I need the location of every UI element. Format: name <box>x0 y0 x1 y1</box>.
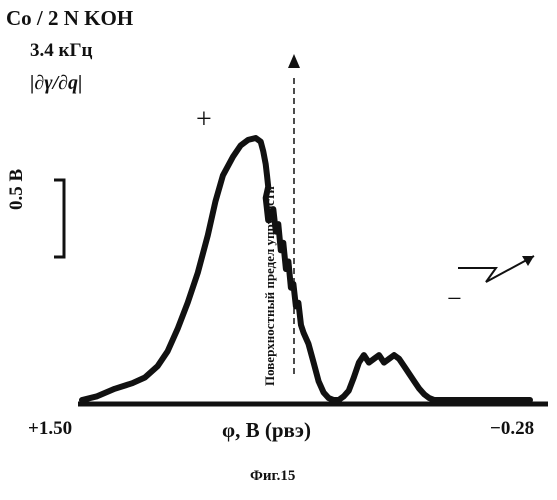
scale-bar-bracket <box>54 180 64 257</box>
x-tick-label-left: +1.50 <box>28 418 72 440</box>
figure-caption: Фиг.15 <box>250 468 295 485</box>
x-axis-label: φ, В (рвэ) <box>222 418 311 443</box>
lightning-arrow-icon <box>458 256 534 282</box>
vertical-annotation: Поверхностный предел упругости <box>262 186 278 386</box>
x-tick-label-right: −0.28 <box>490 418 534 440</box>
arrow-up-icon <box>288 54 300 68</box>
